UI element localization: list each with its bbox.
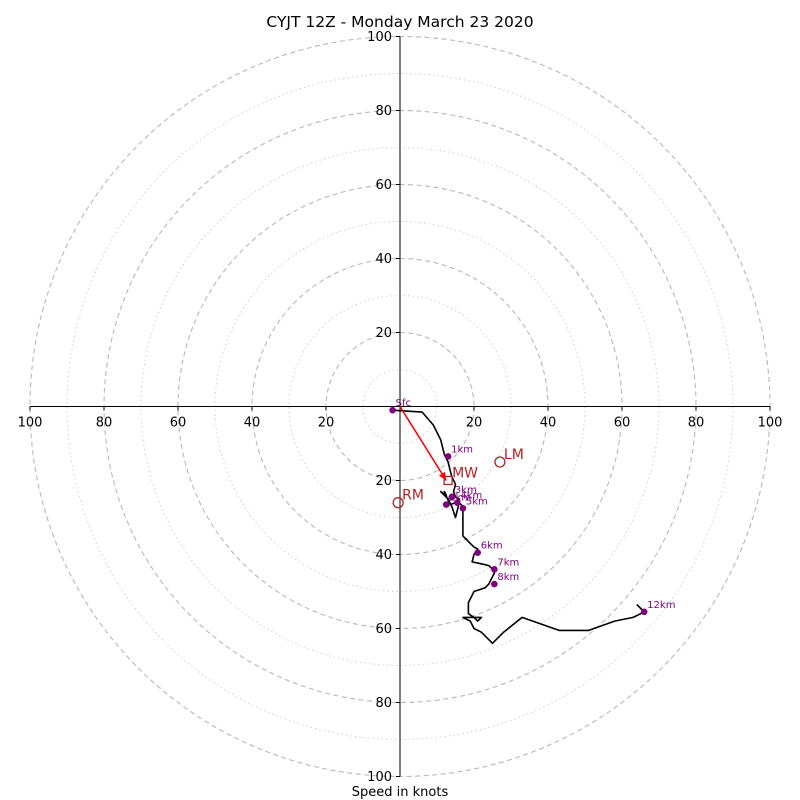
x-tick-label: 80 (688, 416, 705, 431)
height-marker-label: 12km (647, 600, 675, 611)
y-tick-label: 80 (375, 696, 392, 711)
hodograph-trace (392, 409, 646, 645)
height-marker-label: Sfc (396, 398, 411, 409)
height-marker-dot (640, 608, 648, 616)
height-marker-dot (444, 453, 452, 460)
y-axis-tick-labels: 100 80 60 40 20 20 40 60 80 100 (367, 30, 400, 785)
y-tick-label: 60 (375, 178, 392, 193)
y-tick-label: 40 (375, 548, 392, 563)
storm-motion-label: MW (452, 466, 478, 482)
x-axis-tick-labels: 100 80 60 40 20 20 40 60 80 100 (18, 406, 783, 431)
y-tick-label: 60 (375, 622, 392, 637)
height-marker-label: 3km (455, 485, 477, 496)
y-tick-label: 40 (375, 252, 392, 267)
x-axis-label: Speed in knots (352, 785, 449, 800)
y-tick-label: 100 (367, 770, 392, 785)
x-tick-label: 80 (96, 416, 113, 431)
height-marker-dot (474, 549, 482, 556)
height-marker-label: 1km (451, 444, 473, 455)
height-marker-label: 2km (449, 493, 471, 504)
height-marker-label: 7km (497, 557, 519, 568)
height-marker-dot (491, 566, 498, 573)
x-tick-label: 100 (758, 416, 783, 431)
x-tick-label: 40 (540, 416, 557, 431)
storm-motion-marker (443, 475, 453, 486)
x-tick-label: 100 (18, 416, 43, 431)
storm-motion-label: RM (402, 488, 424, 504)
x-tick-label: 20 (318, 416, 335, 431)
storm-motion-marker (494, 456, 506, 468)
y-tick-label: 100 (367, 30, 392, 45)
x-tick-label: 60 (170, 416, 187, 431)
height-marker-label: 6km (481, 541, 503, 552)
hodograph-line (392, 409, 646, 645)
height-marker-dot (442, 501, 450, 508)
y-tick-label: 20 (375, 326, 392, 341)
height-marker-dot (459, 504, 467, 512)
y-tick-label: 20 (375, 474, 392, 489)
x-tick-label: 40 (244, 416, 261, 431)
height-marker-label: 8km (497, 572, 519, 583)
storm-motion-label: LM (504, 447, 524, 463)
height-marker-dot (448, 493, 456, 501)
y-tick-label: 80 (375, 104, 392, 119)
storm-motion-marker (392, 497, 404, 509)
height-marker-dot (389, 406, 396, 414)
chart-title: CYJT 12Z - Monday March 23 2020 (266, 13, 533, 31)
x-tick-label: 20 (466, 416, 483, 431)
height-marker-dot (454, 499, 461, 507)
height-marker-dot (491, 580, 498, 588)
height-marker-label: 5km (466, 496, 488, 507)
storm-motion-markers: LM MW RM (392, 447, 524, 509)
height-marker-label: 4km (460, 491, 482, 502)
mean-wind-arrow-shaft (399, 406, 447, 481)
x-tick-label: 60 (614, 416, 631, 431)
mean-wind-arrow (399, 406, 447, 481)
